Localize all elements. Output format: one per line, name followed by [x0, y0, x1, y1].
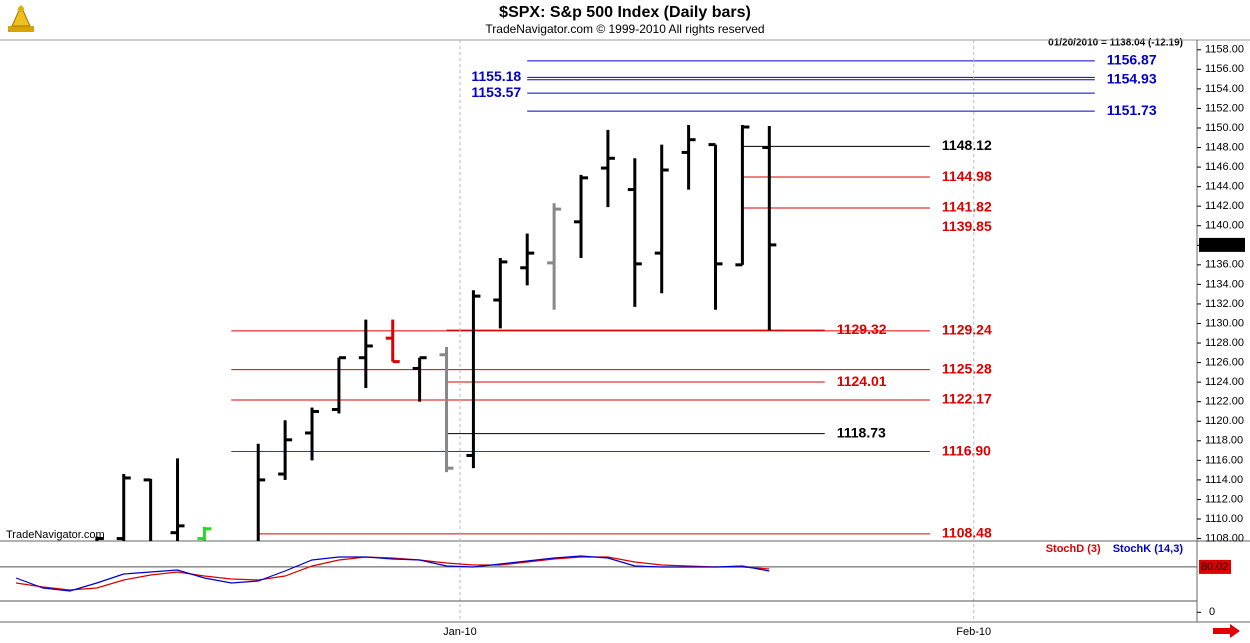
legend-label[interactable]: StochK (14,3): [1113, 543, 1184, 555]
y-tick-label: 1158.00: [1205, 44, 1244, 56]
legend-label[interactable]: StochD (3): [1046, 543, 1101, 555]
stoch-line: [16, 556, 770, 591]
y-tick-label: 1110.00: [1205, 513, 1243, 525]
level-label: 1122.17: [942, 391, 992, 407]
y-tick-label: 1118.00: [1205, 435, 1243, 447]
scroll-arrow[interactable]: [1213, 624, 1240, 638]
y-tick-label: 1146.00: [1205, 161, 1244, 173]
last-value-label: 1138.04: [1201, 239, 1240, 251]
level-label: 1141.82: [942, 199, 992, 215]
last-value-box: [1199, 559, 1231, 574]
level-label: 1129.24: [942, 322, 992, 338]
level-label: 1151.73: [1107, 102, 1157, 118]
last-value-box: [1199, 237, 1245, 252]
chart-title: $SPX: S&p 500 Index (Daily bars): [499, 4, 751, 21]
y-tick-label: 1154.00: [1205, 83, 1244, 95]
info-text: 01/20/2010 = 1138.04 (-12.19): [1048, 38, 1183, 49]
y-tick-label: 1134.00: [1205, 278, 1244, 290]
level-label: 1155.18: [471, 68, 521, 84]
logo: [8, 4, 34, 32]
level-label: 1116.90: [942, 442, 991, 458]
level-label: 1148.12: [942, 137, 992, 153]
watermark: TradeNavigator.com: [6, 529, 105, 541]
x-tick-label: Jan-10: [443, 626, 477, 638]
level-label: 1129.32: [837, 321, 887, 337]
level-label: 1139.85: [942, 218, 992, 234]
level-label: 1118.73: [837, 424, 886, 440]
y-tick-label: 1128.00: [1205, 337, 1244, 349]
level-label: 1144.98: [942, 168, 992, 184]
y-tick-label: 1126.00: [1205, 357, 1244, 369]
y-tick-label: 1120.00: [1205, 415, 1244, 427]
level-label: 1156.87: [1107, 52, 1157, 68]
level-label: 1154.93: [1107, 70, 1157, 86]
y-tick-label: 1156.00: [1205, 63, 1244, 75]
y-tick-label: 1132.00: [1205, 298, 1244, 310]
y-tick-label: 1148.00: [1205, 141, 1244, 153]
y-tick-label: 1150.00: [1205, 122, 1244, 134]
y-tick-label: 0: [1209, 606, 1215, 618]
stoch-line: [15, 555, 770, 592]
level-label: 1125.28: [942, 360, 992, 376]
y-tick-label: 1108.00: [1205, 532, 1244, 544]
y-tick-label: 1140.00: [1205, 220, 1244, 232]
y-tick-label: 1152.00: [1205, 102, 1244, 114]
y-tick-label: 1112.00: [1205, 493, 1243, 505]
y-tick-label: 1144.00: [1205, 181, 1244, 193]
x-tick-label: Feb-10: [956, 626, 991, 638]
y-tick-label: 1142.00: [1205, 200, 1244, 212]
level-label: 1108.48: [942, 525, 992, 541]
price-pane: [95, 60, 1095, 541]
level-label: 1153.57: [471, 84, 521, 100]
y-tick-label: 1136.00: [1205, 259, 1244, 271]
last-value-label: 80.02: [1201, 561, 1229, 573]
level-label: 1124.01: [837, 373, 887, 389]
y-tick-label: 1116.00: [1205, 454, 1243, 466]
y-tick-label: 1122.00: [1205, 396, 1244, 408]
y-tick-label: 1130.00: [1205, 317, 1244, 329]
y-tick-label: 1124.00: [1205, 376, 1244, 388]
y-tick-label: 1114.00: [1205, 474, 1243, 486]
chart-subtitle: TradeNavigator.com © 1999-2010 All right…: [485, 22, 764, 36]
